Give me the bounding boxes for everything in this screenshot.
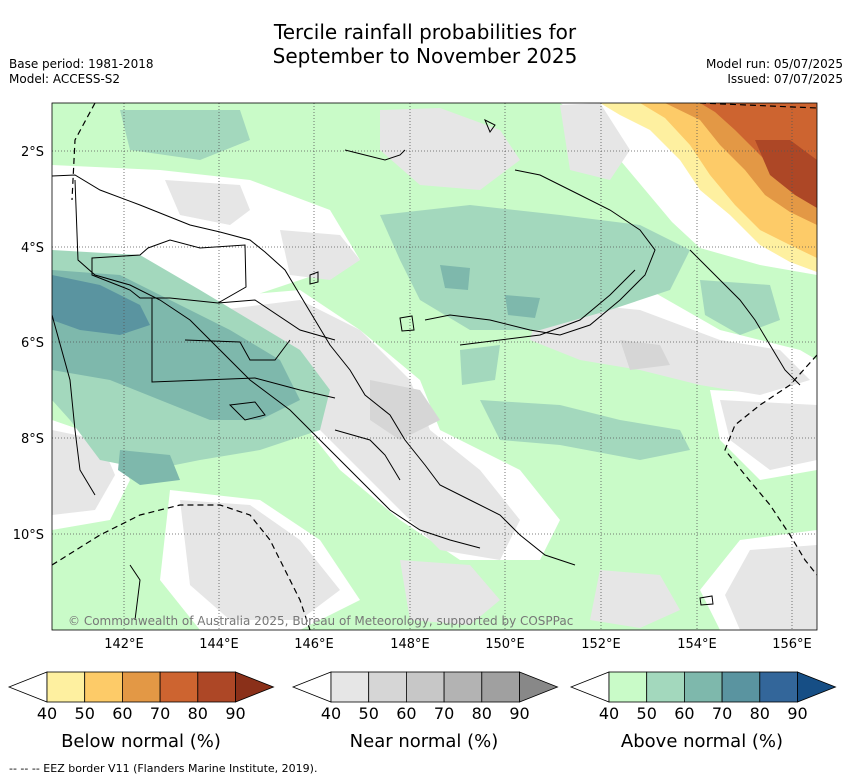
lon-label: 154°E	[677, 637, 717, 652]
colorbar-0: 40 50 60 70 80 90	[7, 671, 275, 723]
meta-right: Model run: 05/07/2025 Issued: 07/07/2025	[706, 57, 843, 87]
coastlines	[52, 118, 801, 621]
colorbar-max-triangle	[519, 671, 559, 703]
colorbar-tick-label: 70	[712, 704, 732, 723]
colorbar-segment	[759, 671, 798, 703]
colorbar-segment	[646, 671, 685, 703]
lon-label: 150°E	[485, 637, 525, 652]
colorbar-segment	[330, 671, 370, 703]
model-name: Model: ACCESS-S2	[9, 72, 121, 86]
colorbar-segment	[481, 671, 520, 703]
colorbar-tick-label: 60	[112, 704, 132, 723]
lat-label: 8°S	[21, 432, 44, 447]
map-fields	[52, 103, 817, 630]
axis-labels: 2°S 4°S 6°S 8°S 10°S 142°E 144°E 146°E 1…	[13, 145, 812, 652]
colorbar-max-triangle	[235, 671, 275, 703]
eez-footnote: -- -- -- EEZ border V11 (Flanders Marine…	[9, 762, 318, 775]
colorbar-tick-label: 60	[396, 704, 416, 723]
lat-label: 6°S	[21, 336, 44, 351]
map-title: Tercile rainfall probabilities for Septe…	[0, 20, 850, 68]
copyright-notice: © Commonwealth of Australia 2025, Bureau…	[68, 614, 574, 628]
colorbar-tick-label: 60	[674, 704, 694, 723]
colorbar-segment	[443, 671, 483, 703]
colorbar-tick-label: 50	[75, 704, 95, 723]
colorbar-segment	[84, 671, 123, 703]
colorbar-segment	[122, 671, 161, 703]
issued-date: Issued: 07/07/2025	[727, 72, 843, 86]
eez-border	[52, 103, 817, 630]
lon-label: 156°E	[772, 637, 812, 652]
near-normal-title: Near normal (%)	[349, 731, 499, 752]
colorbar-tick-label: 50	[637, 704, 657, 723]
colorbar-tick-label: 40	[37, 704, 57, 723]
colorbar-max-triangle	[797, 671, 837, 703]
colorbar-segment	[684, 671, 723, 703]
colorbar-tick-label: 40	[599, 704, 619, 723]
above-normal-title: Above normal (%)	[620, 731, 784, 752]
colorbar-2: 40 50 60 70 80 90	[569, 671, 837, 723]
colorbar-tick-label: 80	[188, 704, 208, 723]
colorbar-tick-label: 50	[359, 704, 379, 723]
colorbar-tick-label: 80	[750, 704, 770, 723]
model-run: Model run: 05/07/2025	[705, 57, 843, 71]
lon-label: 144°E	[199, 637, 239, 652]
lon-label: 152°E	[581, 637, 621, 652]
colorbar-min-triangle	[7, 671, 48, 703]
colorbar-tick-label: 80	[472, 704, 492, 723]
graticule	[52, 103, 817, 630]
colorbar-segment	[721, 671, 761, 703]
colorbar-tick-label: 90	[225, 704, 245, 723]
colorbar-legends: 40 50 60 70 80 90 40 50 60 70 80 90 40 50 60 70 80 90	[7, 671, 837, 723]
lon-label: 142°E	[104, 637, 144, 652]
title-line-1: Tercile rainfall probabilities for	[273, 20, 577, 44]
meta-left: Base period: 1981-2018 Model: ACCESS-S2	[9, 57, 154, 87]
colorbar-1: 40 50 60 70 80 90	[291, 671, 559, 723]
title-line-2: September to November 2025	[272, 44, 578, 68]
below-normal-title: Below normal (%)	[61, 731, 221, 752]
colorbar-min-triangle	[291, 671, 332, 703]
colorbar-tick-label: 70	[434, 704, 454, 723]
lat-label: 4°S	[21, 241, 44, 256]
colorbar-tick-label: 90	[509, 704, 529, 723]
colorbar-segment	[608, 671, 648, 703]
colorbar-segment	[159, 671, 199, 703]
lon-label: 148°E	[390, 637, 430, 652]
lat-label: 10°S	[13, 528, 44, 543]
colorbar-segment	[197, 671, 236, 703]
colorbar-min-triangle	[569, 671, 610, 703]
colorbar-tick-label: 70	[150, 704, 170, 723]
lon-label: 146°E	[294, 637, 334, 652]
colorbar-tick-label: 40	[321, 704, 341, 723]
base-period: Base period: 1981-2018	[9, 57, 154, 71]
colorbar-segment	[46, 671, 86, 703]
colorbar-segment	[405, 671, 445, 703]
colorbar-tick-label: 90	[787, 704, 807, 723]
lat-label: 2°S	[21, 145, 44, 160]
colorbar-segment	[368, 671, 407, 703]
province-borders	[91, 239, 401, 481]
